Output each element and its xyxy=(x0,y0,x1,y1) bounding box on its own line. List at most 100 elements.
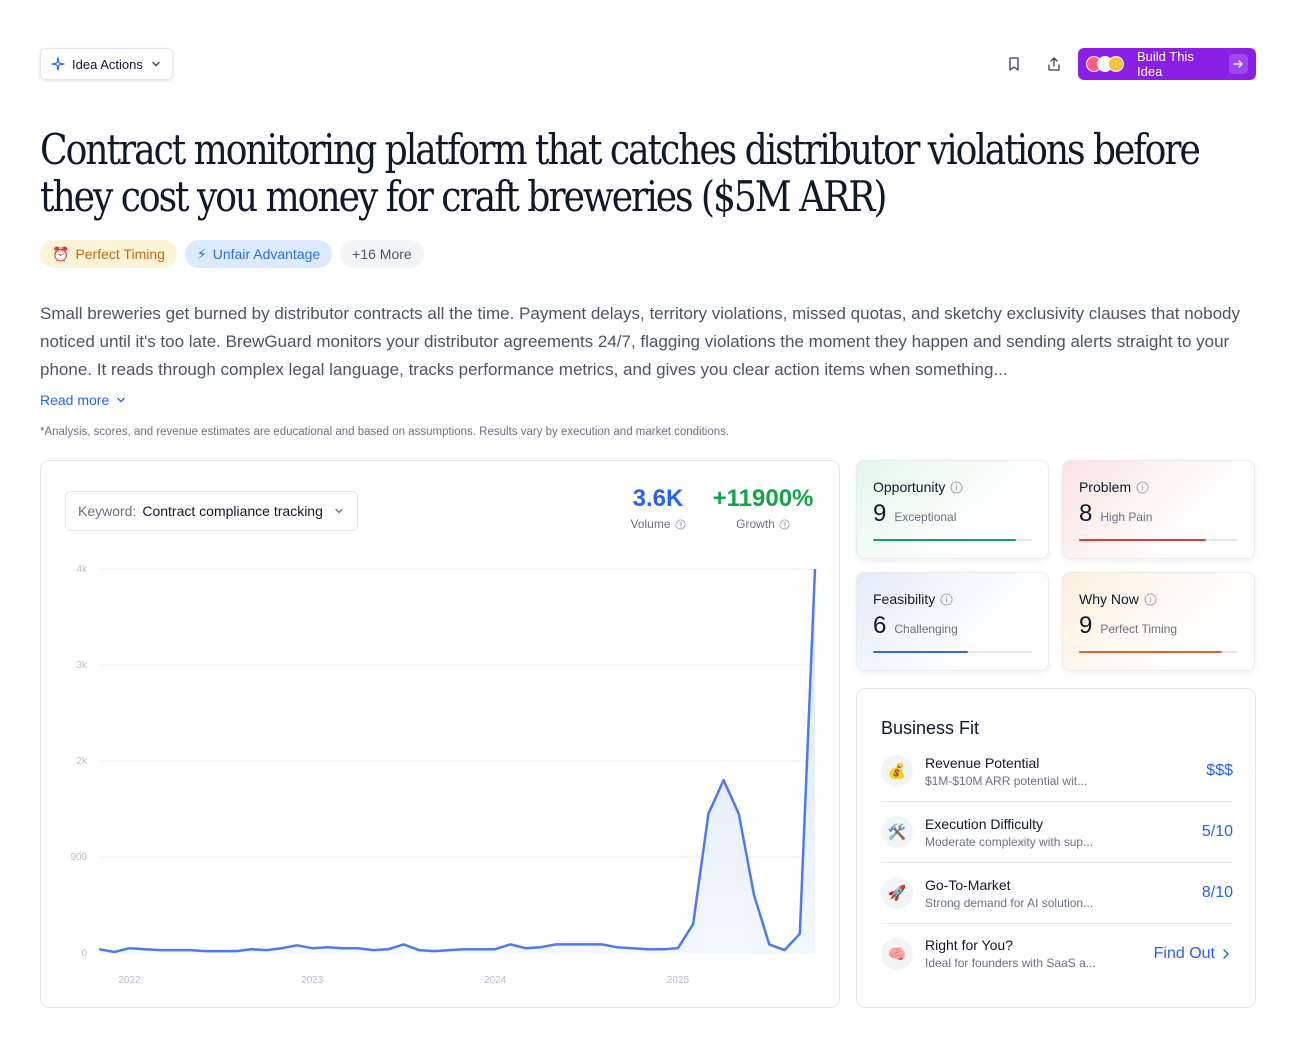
info-icon[interactable] xyxy=(1136,480,1149,494)
chevron-down-icon xyxy=(152,61,160,67)
lightning-icon: ⚡ xyxy=(196,245,207,262)
build-label: Build This Idea xyxy=(1137,49,1194,79)
volume-value: 3.6K xyxy=(632,485,684,512)
find-out-link[interactable]: Find Out xyxy=(1154,945,1233,963)
volume-label: Volume xyxy=(630,517,671,531)
fit-row-value: $$$ xyxy=(1206,762,1233,780)
tag-label: Perfect Timing xyxy=(75,246,165,262)
chevron-down-icon xyxy=(335,508,343,514)
y-tick-label: 2k xyxy=(76,756,88,767)
metric-bar-fill xyxy=(873,651,969,653)
keyword-select[interactable]: Keyword: Contract compliance tracking xyxy=(65,491,358,531)
metric-bar-fill xyxy=(1079,539,1207,541)
share-icon[interactable] xyxy=(1044,54,1064,74)
money-bag-icon: 💰 xyxy=(881,755,913,787)
top-bar: Idea Actions Build This Idea xyxy=(40,48,1256,80)
read-more-link[interactable]: Read more xyxy=(40,392,127,408)
bookmark-icon[interactable] xyxy=(1004,54,1024,74)
idea-description: Small breweries get burned by distributo… xyxy=(40,304,1241,379)
rocket-icon: 🚀 xyxy=(881,877,913,909)
x-tick-label: 2025 xyxy=(667,975,690,986)
page-title: Contract monitoring platform that catche… xyxy=(40,125,1201,221)
tag-label: Unfair Advantage xyxy=(212,246,321,262)
growth-label: Growth xyxy=(736,517,775,531)
x-tick-label: 2023 xyxy=(301,975,324,986)
trend-line xyxy=(98,568,817,954)
y-tick-label: 4k xyxy=(76,564,88,575)
metric-subtitle: High Pain xyxy=(1100,510,1153,524)
fit-row-subtitle: Ideal for founders with SaaS a... xyxy=(925,956,1096,970)
build-this-idea-button[interactable]: Build This Idea xyxy=(1078,48,1256,80)
fit-row-title: Right for You? xyxy=(925,937,1013,953)
metric-subtitle: Perfect Timing xyxy=(1100,622,1178,636)
fit-row-value: 5/10 xyxy=(1202,823,1233,841)
metric-bar xyxy=(873,539,1032,541)
metric-card-problem[interactable]: Problem 8 High Pain xyxy=(1062,460,1255,559)
x-tick-label: 2022 xyxy=(118,975,141,986)
y-tick-label: 900 xyxy=(70,852,87,863)
arrow-right-icon xyxy=(1228,54,1248,74)
volume-stat: 3.6K Volume xyxy=(615,485,701,531)
help-icon[interactable] xyxy=(674,518,686,530)
disclaimer: *Analysis, scores, and revenue estimates… xyxy=(40,426,730,438)
fit-row-value: 8/10 xyxy=(1202,884,1233,902)
builder-avatars xyxy=(1086,56,1124,72)
fit-row-subtitle: Moderate complexity with sup... xyxy=(925,834,1094,849)
tools-icon: 🛠️ xyxy=(881,816,913,848)
metric-score: 9 xyxy=(873,500,887,527)
tag-label: +16 More xyxy=(352,246,412,262)
metric-card-why-now[interactable]: Why Now 9 Perfect Timing xyxy=(1062,572,1255,671)
fit-row-value-text: $$$ xyxy=(1206,762,1233,779)
fit-row-execution-difficulty[interactable]: 🛠️ Execution Difficulty Moderate complex… xyxy=(881,802,1233,863)
chevron-down-icon xyxy=(117,397,125,403)
metric-title: Problem xyxy=(1079,479,1132,495)
tag-unfair-advantage[interactable]: ⚡ Unfair Advantage xyxy=(184,240,333,268)
chevron-right-icon xyxy=(1223,948,1230,959)
idea-actions-button[interactable]: Idea Actions xyxy=(40,48,173,80)
fit-row-right-for-you[interactable]: 🧠 Right for You? Ideal for founders with… xyxy=(881,923,1233,984)
keyword-label: Keyword: xyxy=(78,503,137,519)
info-icon[interactable] xyxy=(940,592,953,606)
y-tick-label: 0 xyxy=(81,948,87,959)
metric-card-opportunity[interactable]: Opportunity 9 Exceptional xyxy=(856,460,1049,559)
trend-chart: 4k 3k 2k 900 0 2022 2023 2024 2025 xyxy=(70,564,817,986)
fit-row-go-to-market[interactable]: 🚀 Go-To-Market Strong demand for AI solu… xyxy=(881,863,1233,924)
metric-score: 9 xyxy=(1079,612,1093,639)
metric-score: 6 xyxy=(873,612,887,639)
fit-row-title: Revenue Potential xyxy=(925,754,1040,771)
find-out-label: Find Out xyxy=(1153,944,1215,962)
metric-subtitle: Exceptional xyxy=(894,510,957,524)
metric-title: Opportunity xyxy=(873,479,946,495)
idea-actions-label: Idea Actions xyxy=(72,56,143,72)
metric-card-feasibility[interactable]: Feasibility 6 Challenging xyxy=(856,572,1049,671)
metric-subtitle: Challenging xyxy=(894,622,958,636)
info-icon[interactable] xyxy=(950,480,963,494)
business-fit-card: Business Fit 💰 Revenue Potential $1M-$10… xyxy=(856,688,1256,1008)
y-tick-label: 3k xyxy=(76,660,88,671)
fit-row-subtitle: $1M-$10M ARR potential wit... xyxy=(925,773,1088,788)
metric-bar-fill xyxy=(873,539,1017,541)
keyword-value: Contract compliance tracking xyxy=(142,503,323,519)
metric-bar-fill xyxy=(1079,651,1223,653)
alarm-clock-icon: ⏰ xyxy=(52,245,70,262)
metric-bar xyxy=(873,651,1032,653)
fit-row-revenue-potential[interactable]: 💰 Revenue Potential $1M-$10M ARR potenti… xyxy=(881,741,1233,802)
info-icon[interactable] xyxy=(1144,592,1157,606)
metric-title: Feasibility xyxy=(873,591,936,607)
tag-perfect-timing[interactable]: ⏰ Perfect Timing xyxy=(40,240,177,268)
read-more-label: Read more xyxy=(40,392,110,408)
trend-area xyxy=(99,569,815,953)
brain-icon: 🧠 xyxy=(881,937,913,970)
avatar xyxy=(1108,56,1124,72)
metric-title: Why Now xyxy=(1079,591,1139,607)
business-fit-title: Business Fit xyxy=(881,718,980,738)
help-icon[interactable] xyxy=(779,518,790,530)
fit-row-value-text: 5/10 xyxy=(1201,823,1233,840)
tag-list: ⏰ Perfect Timing ⚡ Unfair Advantage +16 … xyxy=(40,240,424,268)
fit-row-subtitle: Strong demand for AI solution... xyxy=(925,895,1094,910)
growth-stat: +11900% Growth xyxy=(705,485,821,531)
x-tick-label: 2024 xyxy=(484,975,507,986)
fit-row-title: Execution Difficulty xyxy=(925,815,1044,832)
sparkle-icon xyxy=(51,57,65,71)
tag-more[interactable]: +16 More xyxy=(340,240,424,268)
